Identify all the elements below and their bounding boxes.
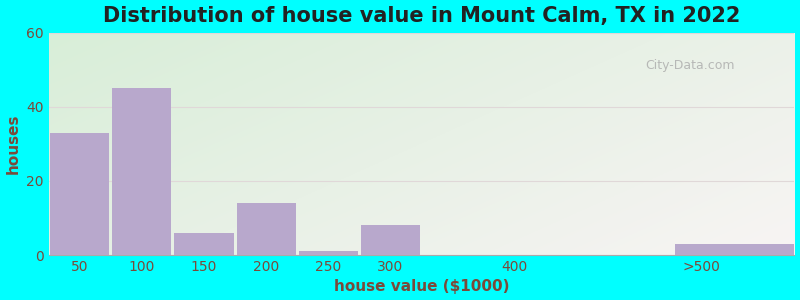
Bar [112, 88, 171, 255]
Bar [174, 233, 234, 255]
Bar [50, 133, 109, 255]
Bar [674, 244, 800, 255]
Text: City-Data.com: City-Data.com [646, 59, 734, 72]
Y-axis label: houses: houses [6, 114, 21, 174]
X-axis label: house value ($1000): house value ($1000) [334, 279, 510, 294]
Bar [361, 225, 420, 255]
Bar [237, 203, 296, 255]
Bar [298, 251, 358, 255]
Title: Distribution of house value in Mount Calm, TX in 2022: Distribution of house value in Mount Cal… [103, 6, 740, 26]
